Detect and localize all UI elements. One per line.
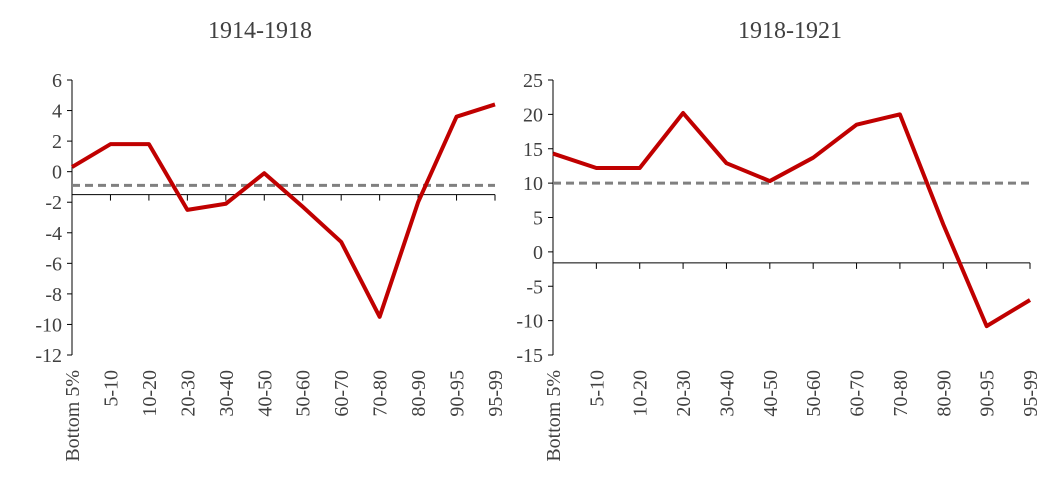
x-tick-label: 95-99: [1020, 370, 1042, 417]
y-tick-label: 25: [523, 70, 543, 92]
y-tick-label: 0: [533, 242, 543, 264]
x-tick-label: 80-90: [408, 370, 430, 417]
x-tick-label: 50-60: [803, 370, 825, 417]
x-tick-label: 10-20: [139, 370, 161, 417]
x-tick-label: 70-80: [890, 370, 912, 417]
y-tick-label: -10: [35, 314, 62, 336]
x-tick-label: 5-10: [100, 370, 122, 407]
x-tick-label: 95-99: [485, 370, 507, 417]
y-tick-label: 20: [523, 104, 543, 126]
y-tick-label: 6: [52, 70, 62, 92]
x-tick-label: 80-90: [933, 370, 955, 417]
y-tick-label: 4: [52, 101, 62, 123]
x-tick-label: 50-60: [293, 370, 315, 417]
x-tick-label: 90-95: [447, 370, 469, 417]
y-tick-label: -12: [35, 345, 62, 367]
data-line: [70, 102, 496, 319]
y-tick-label: -4: [45, 223, 62, 245]
y-tick-label: 10: [523, 173, 543, 195]
x-tick-label: 30-40: [716, 370, 738, 417]
y-tick-label: 15: [523, 139, 543, 161]
chart-title: 1914-1918: [208, 18, 312, 44]
y-tick-label: -6: [45, 253, 62, 275]
x-tick-label: 70-80: [370, 370, 392, 417]
y-tick-label: 5: [533, 208, 543, 230]
y-tick-label: -10: [516, 311, 543, 333]
x-tick-label: 30-40: [216, 370, 238, 417]
chart-title: 1918-1921: [738, 18, 842, 44]
y-tick-label: -2: [45, 192, 62, 214]
x-tick-label: 90-95: [977, 370, 999, 417]
y-tick-label: -5: [526, 276, 543, 298]
x-tick-label: 5-10: [586, 370, 608, 407]
y-tick-label: 0: [52, 162, 62, 184]
y-tick-label: -15: [516, 345, 543, 367]
y-tick-label: 2: [52, 131, 62, 153]
x-tick-label: 10-20: [630, 370, 652, 417]
x-tick-label: 20-30: [177, 370, 199, 417]
x-tick-label: 60-70: [331, 370, 353, 417]
x-tick-label: 60-70: [847, 370, 869, 417]
y-tick-label: -8: [45, 284, 62, 306]
x-tick-label: Bottom 5%: [543, 370, 565, 462]
x-tick-label: Bottom 5%: [62, 370, 84, 462]
data-line: [552, 111, 1032, 329]
x-tick-label: 20-30: [673, 370, 695, 417]
x-tick-label: 40-50: [254, 370, 276, 417]
x-tick-label: 40-50: [760, 370, 782, 417]
